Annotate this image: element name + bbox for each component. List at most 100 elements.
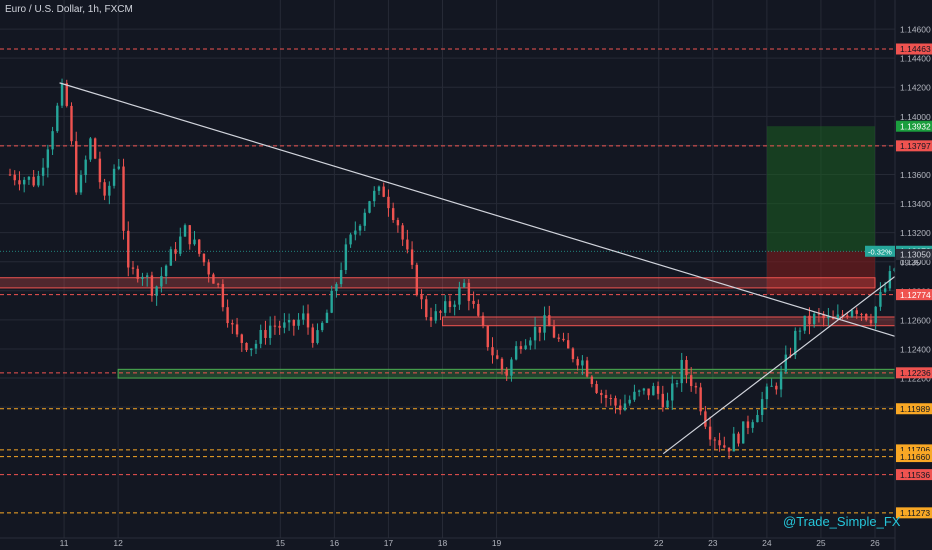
candle-body bbox=[174, 249, 177, 254]
candle-body bbox=[207, 262, 210, 275]
candle-body bbox=[675, 383, 679, 385]
grid bbox=[0, 0, 895, 538]
candle-body bbox=[37, 175, 40, 186]
candle-body bbox=[462, 282, 466, 288]
price-change-bg bbox=[865, 245, 895, 257]
candle-body bbox=[808, 315, 811, 325]
y-tick-label: 1.13000 bbox=[900, 257, 931, 267]
candle-body bbox=[713, 439, 717, 441]
level-label: 1.11273 bbox=[900, 508, 930, 518]
candle-body bbox=[481, 315, 485, 326]
candle-body bbox=[500, 358, 504, 370]
candle-body bbox=[415, 264, 419, 296]
level-label-bg bbox=[896, 367, 932, 379]
candle-body bbox=[221, 284, 225, 308]
level-label: 1.11706 bbox=[900, 445, 930, 455]
candle-body bbox=[306, 313, 310, 328]
candle-body bbox=[297, 319, 300, 326]
candle-body bbox=[358, 225, 362, 231]
horizontal-levels[interactable] bbox=[0, 48, 895, 514]
candle-body bbox=[22, 179, 26, 185]
candle-body bbox=[387, 196, 390, 209]
candle-body bbox=[363, 212, 366, 226]
candle-body bbox=[79, 175, 83, 193]
candle-body bbox=[382, 186, 385, 197]
candle-body bbox=[472, 300, 475, 304]
candle-body bbox=[131, 267, 135, 269]
candle-body bbox=[240, 334, 243, 343]
candle-body bbox=[439, 311, 442, 313]
level-label-bg bbox=[896, 451, 932, 463]
candle-body bbox=[874, 306, 877, 324]
x-tick-label: 24 bbox=[762, 538, 772, 548]
candle-body bbox=[524, 345, 527, 350]
candle-body bbox=[51, 131, 54, 150]
resistance-zone bbox=[0, 277, 876, 289]
candle-body bbox=[65, 83, 68, 106]
candle-body bbox=[145, 275, 149, 277]
candle-body bbox=[373, 190, 376, 202]
candle-body bbox=[723, 445, 726, 448]
level-label-bg bbox=[896, 469, 932, 481]
candle-body bbox=[652, 386, 655, 396]
candle-body bbox=[250, 348, 253, 351]
candle-body bbox=[737, 433, 740, 444]
candle-body bbox=[122, 166, 125, 231]
y-axis: 1.120001.122001.124001.126001.128001.130… bbox=[894, 0, 932, 550]
candle-body bbox=[628, 399, 631, 404]
candle-body bbox=[467, 282, 471, 301]
candle-body bbox=[70, 105, 73, 142]
x-tick-label: 16 bbox=[330, 538, 340, 548]
candle-body bbox=[283, 322, 286, 328]
candle-body bbox=[604, 395, 608, 399]
candle-body bbox=[533, 326, 537, 341]
candle-body bbox=[264, 329, 267, 338]
candle-body bbox=[623, 403, 627, 411]
candle-body bbox=[425, 299, 428, 318]
candle-body bbox=[391, 208, 395, 221]
candle-body bbox=[883, 288, 887, 292]
candle-body bbox=[879, 291, 882, 307]
candle-body bbox=[349, 234, 352, 245]
candle-body bbox=[751, 422, 754, 428]
x-tick-label: 18 bbox=[438, 538, 448, 548]
level-label: 1.13797 bbox=[900, 141, 931, 151]
candle-body bbox=[235, 324, 239, 335]
candle-body bbox=[865, 313, 868, 320]
watermark: @Trade_Simple_FX bbox=[783, 514, 901, 529]
candle-body bbox=[429, 317, 433, 321]
candle-body bbox=[860, 313, 863, 315]
candle-body bbox=[117, 166, 121, 169]
candle-body bbox=[841, 314, 844, 316]
candle-body bbox=[822, 314, 825, 319]
candle-body bbox=[803, 315, 806, 331]
candle-body bbox=[141, 276, 144, 279]
candle-body bbox=[458, 287, 461, 305]
candle-body bbox=[552, 326, 556, 338]
candle-body bbox=[368, 201, 371, 213]
trendline bbox=[59, 82, 932, 349]
candle-body bbox=[127, 230, 130, 268]
candle-body bbox=[794, 330, 797, 356]
candle-body bbox=[661, 393, 665, 408]
candle-body bbox=[453, 304, 456, 308]
candle-body bbox=[212, 274, 215, 284]
candles bbox=[8, 78, 932, 460]
candle-body bbox=[770, 385, 773, 387]
candle-body bbox=[93, 138, 97, 159]
candle-body bbox=[581, 360, 584, 366]
candle-body bbox=[41, 167, 45, 176]
candle-body bbox=[685, 359, 688, 376]
candle-body bbox=[448, 301, 452, 308]
candle-body bbox=[311, 327, 314, 343]
candle-body bbox=[595, 384, 598, 393]
candle-body bbox=[855, 310, 858, 314]
candle-body bbox=[619, 405, 622, 411]
candle-body bbox=[836, 314, 840, 320]
candle-body bbox=[614, 398, 617, 406]
candle-body bbox=[756, 414, 759, 423]
y-tick-label: 1.13400 bbox=[900, 199, 931, 209]
candle-body bbox=[396, 220, 400, 226]
x-tick-label: 23 bbox=[708, 538, 718, 548]
